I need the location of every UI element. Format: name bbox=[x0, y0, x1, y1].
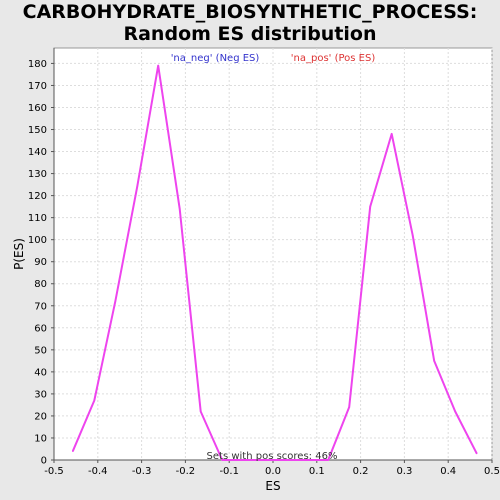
data-point bbox=[348, 406, 351, 408]
y-tick-label: 160 bbox=[28, 103, 47, 114]
x-tick-label: 0.3 bbox=[396, 466, 412, 477]
ticks: 0 10 20 30 40 50 60 70 80 90 100 110 120 130 140 150 160… bbox=[28, 59, 500, 477]
data-point bbox=[157, 64, 160, 67]
y-tick-label: 110 bbox=[28, 213, 47, 224]
data-point bbox=[72, 450, 74, 452]
data-point bbox=[284, 459, 287, 461]
data-point bbox=[114, 300, 117, 303]
y-tick-label: 140 bbox=[28, 147, 47, 158]
y-tick-label: 180 bbox=[28, 59, 47, 70]
data-point bbox=[475, 452, 478, 455]
data-point bbox=[454, 410, 457, 413]
y-tick-label: 20 bbox=[34, 411, 47, 422]
data-point bbox=[178, 208, 181, 210]
x-tick-label: -0.2 bbox=[176, 466, 196, 477]
data-point bbox=[93, 399, 96, 402]
y-tick-label: 10 bbox=[34, 433, 47, 444]
data-point bbox=[390, 133, 393, 135]
data-point bbox=[199, 410, 202, 413]
data-point bbox=[136, 186, 139, 188]
y-axis-title: P(ES) bbox=[12, 238, 26, 270]
data-point bbox=[242, 459, 245, 461]
y-tick-label: 90 bbox=[34, 257, 47, 268]
y-tick-label: 170 bbox=[28, 81, 47, 92]
annotation: Sets with pos scores: 46% bbox=[207, 451, 338, 462]
y-tick-label: 150 bbox=[28, 125, 47, 136]
data-point bbox=[411, 234, 414, 237]
y-tick-label: 100 bbox=[28, 235, 47, 246]
series-line bbox=[71, 64, 478, 461]
x-tick-label: 0.2 bbox=[353, 466, 369, 477]
y-tick-label: 130 bbox=[28, 169, 47, 180]
data-point bbox=[369, 205, 372, 208]
x-axis-title: ES bbox=[265, 479, 280, 493]
y-tick-label: 30 bbox=[34, 389, 47, 400]
y-tick-label: 50 bbox=[34, 345, 47, 356]
y-tick-label: 80 bbox=[34, 279, 47, 290]
x-tick-label: 0.1 bbox=[309, 466, 325, 477]
x-tick-label: 0.4 bbox=[440, 466, 456, 477]
x-tick-label: -0.3 bbox=[132, 466, 152, 477]
x-tick-label: 0.0 bbox=[265, 466, 281, 477]
x-tick-label: -0.5 bbox=[44, 466, 64, 477]
series-group bbox=[71, 64, 478, 461]
y-tick-label: 70 bbox=[34, 301, 47, 312]
x-tick-label: 0.5 bbox=[484, 466, 500, 477]
data-point bbox=[433, 360, 435, 362]
data-point bbox=[221, 459, 223, 461]
y-tick-label: 0 bbox=[41, 456, 47, 467]
legend-neg: 'na_neg' (Neg ES) bbox=[171, 53, 260, 64]
x-tick-label: -0.4 bbox=[88, 466, 108, 477]
legend-pos: 'na_pos' (Pos ES) bbox=[291, 53, 376, 64]
data-point bbox=[263, 459, 266, 461]
y-tick-label: 60 bbox=[34, 323, 47, 334]
chart-title: CARBOHYDRATE_BIOSYNTHETIC_PROCESS: Rando… bbox=[22, 1, 478, 45]
y-tick-label: 40 bbox=[34, 367, 47, 378]
data-point bbox=[305, 459, 308, 461]
x-tick-label: -0.1 bbox=[219, 466, 239, 477]
y-tick-label: 120 bbox=[28, 191, 47, 202]
data-point bbox=[327, 459, 329, 461]
